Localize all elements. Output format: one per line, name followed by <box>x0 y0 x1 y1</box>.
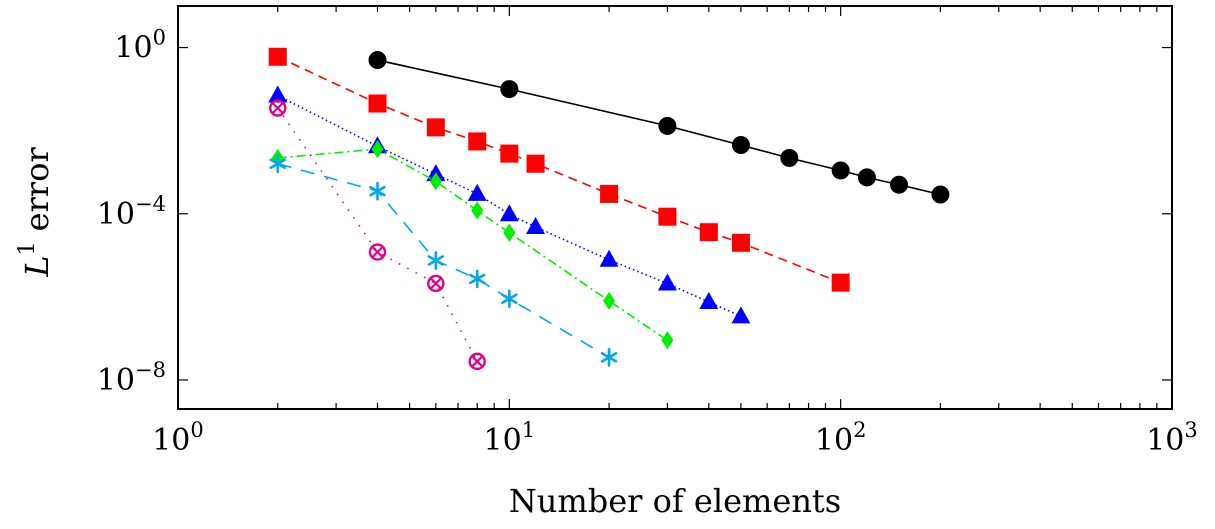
data-point-square <box>500 144 519 163</box>
y-tick-label-base: 10 <box>97 363 135 398</box>
series-line-star <box>277 162 610 359</box>
series-diamond <box>271 140 674 350</box>
data-point-diamond <box>603 291 616 310</box>
data-point-circle <box>658 116 677 135</box>
data-point-square <box>468 132 487 151</box>
otimes-ring <box>468 352 486 371</box>
data-point-diamond <box>471 201 484 220</box>
series-line-diamond <box>277 148 668 341</box>
axes-layer <box>177 5 1173 410</box>
x-tick-label-exp: 3 <box>1184 418 1197 442</box>
data-point-square <box>426 118 445 137</box>
y-axis-label: L1 error <box>15 147 56 278</box>
series-otimes <box>269 99 486 371</box>
data-point-triangle <box>467 183 487 201</box>
y-tick-label-exp: −8 <box>135 358 166 382</box>
data-point-diamond <box>661 331 674 350</box>
data-point-triangle <box>499 204 519 222</box>
otimes-cross <box>429 277 442 290</box>
x-tick-label: 103 <box>1146 418 1198 458</box>
data-point-diamond <box>503 223 516 242</box>
data-point-circle <box>368 51 387 70</box>
series-line-square <box>277 56 841 284</box>
series-line-triangle <box>277 94 742 318</box>
x-tick-label-exp: 0 <box>190 418 203 442</box>
data-point-square <box>699 223 718 242</box>
x-tick-label-exp: 2 <box>853 418 866 442</box>
series-circle <box>368 51 950 204</box>
data-point-otimes <box>468 352 486 371</box>
data-point-star <box>501 289 518 309</box>
y-axis-label-base: L <box>18 256 56 278</box>
x-tick-label: 102 <box>815 418 867 458</box>
data-point-triangle <box>731 306 751 324</box>
data-point-otimes <box>368 243 387 261</box>
data-point-square <box>731 233 750 252</box>
data-point-triangle <box>526 216 546 234</box>
y-tick-label-exp: 0 <box>153 26 166 50</box>
y-tick-label: 10−4 <box>97 192 166 232</box>
plot-frame <box>177 5 1173 410</box>
y-tick-label-base: 10 <box>97 197 135 232</box>
x-axis-label: Number of elements <box>509 482 841 520</box>
data-point-circle <box>731 136 750 155</box>
x-tick-label-base: 10 <box>484 423 522 458</box>
data-point-circle <box>780 148 799 167</box>
data-point-square <box>600 184 619 203</box>
data-point-otimes <box>427 274 445 293</box>
series-star <box>269 154 618 367</box>
data-point-square <box>526 154 545 173</box>
x-tick-label: 101 <box>484 418 536 458</box>
data-point-square <box>368 94 387 113</box>
otimes-cross <box>471 355 484 368</box>
series-triangle <box>268 85 751 324</box>
data-point-star <box>369 181 386 201</box>
data-point-circle <box>831 161 850 180</box>
series-line-otimes <box>277 107 478 362</box>
x-tick-label-base: 10 <box>1146 423 1184 458</box>
y-axis-label-sup: 1 <box>15 242 40 256</box>
data-point-circle <box>931 185 950 204</box>
y-tick-label-exp: −4 <box>135 192 166 216</box>
data-point-circle <box>890 175 909 194</box>
y-tick-label: 100 <box>114 26 166 66</box>
otimes-cross <box>271 101 284 115</box>
otimes-ring <box>427 274 445 293</box>
data-point-square <box>831 273 850 292</box>
series-layer <box>268 47 950 371</box>
data-point-triangle <box>657 273 677 291</box>
otimes-ring <box>269 99 287 117</box>
data-point-star <box>427 251 445 270</box>
x-tick-label: 100 <box>152 418 204 458</box>
otimes-ring <box>368 243 387 261</box>
y-axis-label-rest: error <box>18 147 56 242</box>
data-point-diamond <box>371 140 384 159</box>
data-point-triangle <box>599 249 619 267</box>
data-point-star <box>600 348 618 367</box>
data-point-square <box>268 47 287 66</box>
x-tick-label-exp: 1 <box>522 418 535 442</box>
series-square <box>268 47 850 292</box>
data-point-otimes <box>269 99 287 117</box>
data-point-square <box>658 207 677 226</box>
y-tick-label: 10−8 <box>97 358 166 398</box>
y-tick-label-base: 10 <box>114 31 152 66</box>
data-point-star <box>468 269 486 289</box>
data-point-circle <box>500 80 519 99</box>
data-point-triangle <box>268 85 288 103</box>
x-tick-label-base: 10 <box>152 423 190 458</box>
data-point-diamond <box>429 172 442 191</box>
otimes-cross <box>371 245 384 259</box>
data-point-star <box>269 154 286 174</box>
data-point-circle <box>857 168 876 187</box>
x-tick-label-base: 10 <box>815 423 853 458</box>
data-point-triangle <box>699 292 719 310</box>
